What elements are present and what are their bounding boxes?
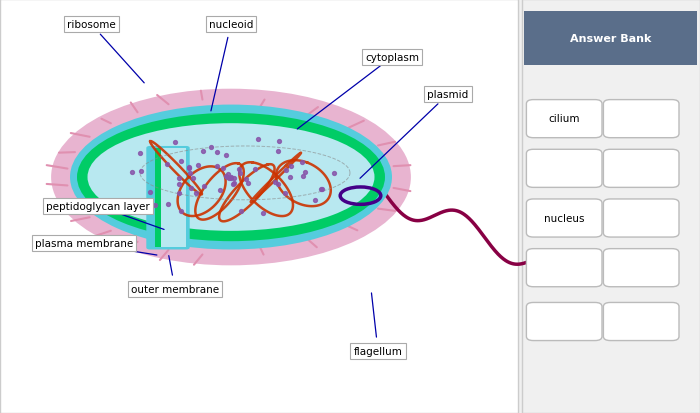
- FancyBboxPatch shape: [155, 149, 161, 248]
- Text: Answer Bank: Answer Bank: [570, 34, 651, 44]
- Text: nucleoid: nucleoid: [209, 20, 253, 30]
- Text: cilium: cilium: [549, 114, 580, 124]
- Text: nucleus: nucleus: [544, 213, 584, 223]
- Text: plasmid: plasmid: [428, 90, 468, 100]
- FancyBboxPatch shape: [146, 147, 190, 250]
- FancyBboxPatch shape: [603, 199, 679, 237]
- Ellipse shape: [88, 124, 374, 231]
- FancyBboxPatch shape: [526, 249, 602, 287]
- Text: flagellum: flagellum: [354, 346, 402, 356]
- FancyBboxPatch shape: [0, 0, 518, 413]
- FancyBboxPatch shape: [603, 249, 679, 287]
- FancyBboxPatch shape: [161, 149, 186, 248]
- FancyBboxPatch shape: [603, 150, 679, 188]
- Text: peptidoglycan layer: peptidoglycan layer: [46, 202, 150, 211]
- Ellipse shape: [52, 91, 410, 264]
- FancyBboxPatch shape: [524, 12, 697, 66]
- FancyBboxPatch shape: [603, 303, 679, 341]
- Text: plasma membrane: plasma membrane: [35, 239, 133, 249]
- FancyBboxPatch shape: [526, 199, 602, 237]
- Ellipse shape: [70, 105, 392, 250]
- FancyBboxPatch shape: [526, 303, 602, 341]
- Text: cytoplasm: cytoplasm: [365, 53, 419, 63]
- Text: outer membrane: outer membrane: [131, 284, 219, 294]
- Text: ribosome: ribosome: [66, 20, 116, 30]
- FancyBboxPatch shape: [603, 100, 679, 138]
- FancyBboxPatch shape: [526, 100, 602, 138]
- FancyBboxPatch shape: [522, 0, 700, 413]
- FancyBboxPatch shape: [526, 150, 602, 188]
- Ellipse shape: [77, 114, 385, 242]
